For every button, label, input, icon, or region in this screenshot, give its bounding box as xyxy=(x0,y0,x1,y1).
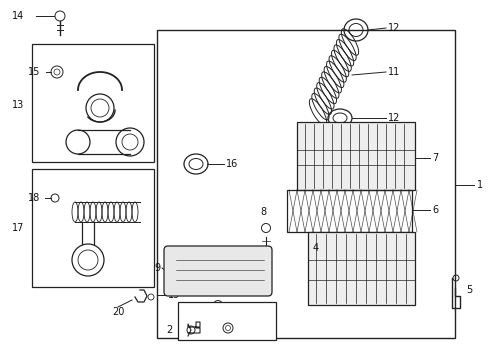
Text: 19: 19 xyxy=(168,290,180,300)
Text: 3: 3 xyxy=(248,323,254,333)
Text: 6: 6 xyxy=(432,205,438,215)
Text: 7: 7 xyxy=(432,153,438,163)
Text: 9: 9 xyxy=(154,263,160,273)
Text: 10: 10 xyxy=(188,312,200,322)
Bar xyxy=(308,232,415,305)
Bar xyxy=(178,302,276,340)
Bar xyxy=(297,122,415,190)
Text: 16: 16 xyxy=(226,159,238,169)
Text: 12: 12 xyxy=(388,23,400,33)
Text: 17: 17 xyxy=(12,223,24,233)
Text: 13: 13 xyxy=(12,100,24,110)
Bar xyxy=(32,169,154,287)
Text: 11: 11 xyxy=(388,67,400,77)
Text: 1: 1 xyxy=(477,180,483,190)
FancyBboxPatch shape xyxy=(164,246,272,296)
Text: 8: 8 xyxy=(260,207,266,217)
Bar xyxy=(32,44,154,162)
Bar xyxy=(157,30,455,338)
Text: 12: 12 xyxy=(388,113,400,123)
Text: 2: 2 xyxy=(166,325,172,335)
Text: 18: 18 xyxy=(28,193,40,203)
Text: 15: 15 xyxy=(27,67,40,77)
Text: 14: 14 xyxy=(12,11,24,21)
Text: 20: 20 xyxy=(112,307,124,317)
Text: 5: 5 xyxy=(466,285,472,295)
Text: 4: 4 xyxy=(313,243,319,253)
Bar xyxy=(287,190,412,232)
